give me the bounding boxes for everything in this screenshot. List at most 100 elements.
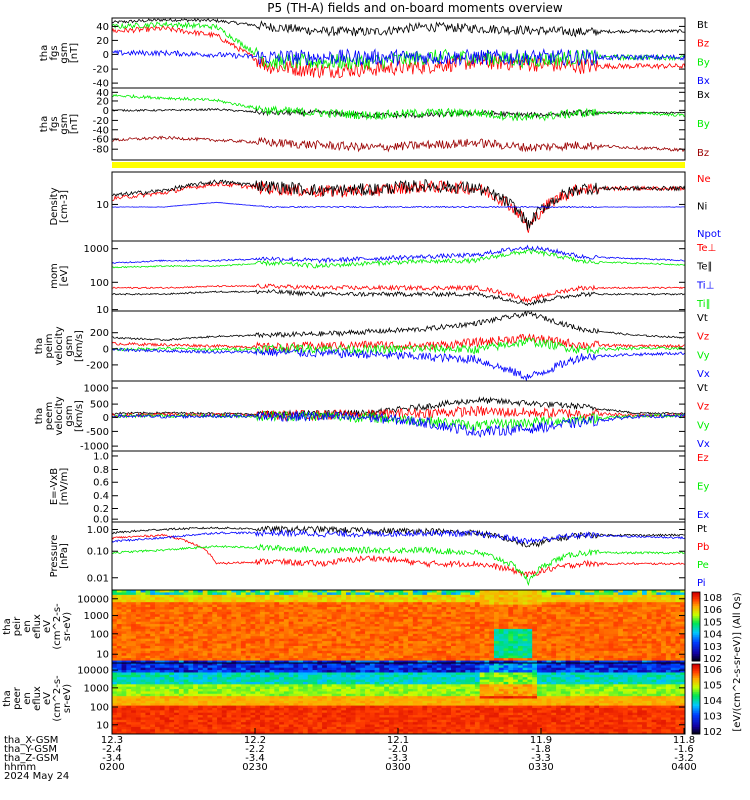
spectrogram-cell: [207, 653, 213, 657]
spectrogram-cell: [637, 648, 643, 652]
spectrogram-cell: [613, 604, 619, 608]
spectrogram-cell: [527, 626, 533, 630]
spectrogram-cell: [350, 658, 356, 661]
spectrogram-cell: [651, 626, 657, 630]
spectrogram-cell: [164, 638, 170, 642]
spectrogram-cell: [236, 726, 242, 730]
spectrogram-cell: [350, 660, 356, 664]
spectrogram-cell: [145, 658, 151, 661]
spectrogram-cell: [556, 628, 562, 632]
spectrogram-cell: [637, 641, 643, 644]
spectrogram-cell: [388, 602, 395, 605]
spectrogram-cell: [126, 655, 132, 659]
spectrogram-cell: [245, 621, 251, 625]
spectrogram-cell: [193, 729, 199, 733]
spectrogram-cell: [656, 660, 662, 664]
spectrogram-cell: [131, 677, 137, 680]
spectrogram-cell: [503, 631, 509, 635]
spectrogram-cell: [422, 636, 428, 640]
spectrogram-cell: [494, 609, 500, 613]
spectrogram-cell: [642, 653, 648, 657]
spectrogram-cell: [131, 645, 137, 649]
spectrogram-cell: [264, 658, 270, 661]
spectrogram-cell: [312, 650, 318, 654]
spectrogram-cell: [661, 638, 667, 642]
spectrogram-cell: [384, 655, 390, 659]
spectrogram-cell: [527, 628, 533, 632]
spectrogram-cell: [250, 689, 256, 692]
spectrogram-cell: [269, 641, 275, 644]
spectrogram-cell: [546, 616, 552, 620]
spectrogram-cell: [212, 592, 218, 596]
spectrogram-cell: [360, 645, 366, 649]
spectrogram-cell: [665, 633, 672, 637]
spectrogram-cell: [255, 707, 261, 711]
spectrogram-cell: [541, 619, 547, 623]
spectrogram-cell: [126, 602, 132, 605]
spectrogram-cell: [551, 638, 557, 642]
spectrogram-cell: [513, 653, 519, 657]
spectrogram-cell: [202, 703, 208, 706]
spectrogram-cell: [575, 621, 581, 625]
spectrogram-cell: [188, 590, 194, 593]
spectrogram-cell: [154, 729, 161, 733]
spectrogram-cell: [665, 650, 672, 654]
spectrogram-cell: [670, 626, 676, 630]
spectrogram-cell: [465, 643, 471, 647]
spectrogram-cell: [154, 715, 161, 718]
spectrogram-cell: [188, 638, 194, 642]
spectrogram-cell: [274, 633, 280, 637]
spectrogram-cell: [408, 621, 414, 625]
spectrogram-cell: [436, 638, 442, 642]
spectrogram-cell: [207, 658, 213, 661]
spectrogram-cell: [207, 663, 213, 666]
spectrogram-cell: [135, 698, 142, 702]
spectrogram-cell: [135, 672, 142, 676]
spectrogram-cell: [599, 609, 605, 613]
spectrogram-cell: [283, 614, 290, 618]
spectrogram-cell: [384, 633, 390, 637]
spectrogram-cell: [517, 607, 524, 610]
spectrogram-cell: [255, 674, 261, 678]
spectrogram-cell: [274, 650, 280, 654]
spectrogram-cell: [422, 590, 428, 593]
spectrogram-cell: [398, 638, 404, 642]
spectrogram-cell: [260, 624, 266, 627]
spectrogram-cell: [465, 624, 471, 627]
spectrogram-cell: [632, 650, 638, 654]
spectrogram-cell: [637, 650, 643, 654]
spectrogram-cell: [455, 650, 461, 654]
spectrogram-cell: [431, 611, 438, 615]
spectrogram-cell: [451, 626, 457, 630]
spectrogram-cell: [345, 626, 352, 630]
spectrogram-cell: [541, 592, 547, 596]
spectrogram-cell: [618, 619, 624, 623]
spectrogram-cell: [274, 677, 280, 680]
spectrogram-cell: [599, 631, 605, 635]
spectrogram-cell: [260, 670, 266, 673]
spectrogram-cell: [594, 590, 600, 593]
spectrogram-cell: [584, 592, 590, 596]
spectrogram-cell: [240, 710, 247, 714]
spectrogram-cell: [255, 660, 261, 664]
spectrogram-cell: [541, 643, 547, 647]
spectrogram-cell: [398, 621, 404, 625]
spectrogram-cell: [264, 700, 270, 704]
spectrogram-cell: [345, 604, 352, 608]
spectrogram-cell: [427, 594, 433, 598]
spectrogram-cell: [575, 594, 581, 598]
spectrogram-cell: [384, 592, 390, 596]
spectrogram-cell: [159, 655, 165, 659]
spectrogram-cell: [527, 597, 533, 601]
spectrogram-cell: [116, 693, 122, 697]
spectrogram-cell: [269, 658, 275, 661]
spectrogram-cell: [556, 609, 562, 613]
spectrogram-cell: [541, 626, 547, 630]
spectrogram-cell: [207, 698, 213, 702]
spectrogram-cell: [126, 628, 132, 632]
spectrogram-cell: [427, 604, 433, 608]
spectrogram-cell: [661, 653, 667, 657]
spectrogram-cell: [603, 621, 610, 625]
spectrogram-cell: [202, 624, 208, 627]
spectrogram-cell: [441, 619, 447, 623]
